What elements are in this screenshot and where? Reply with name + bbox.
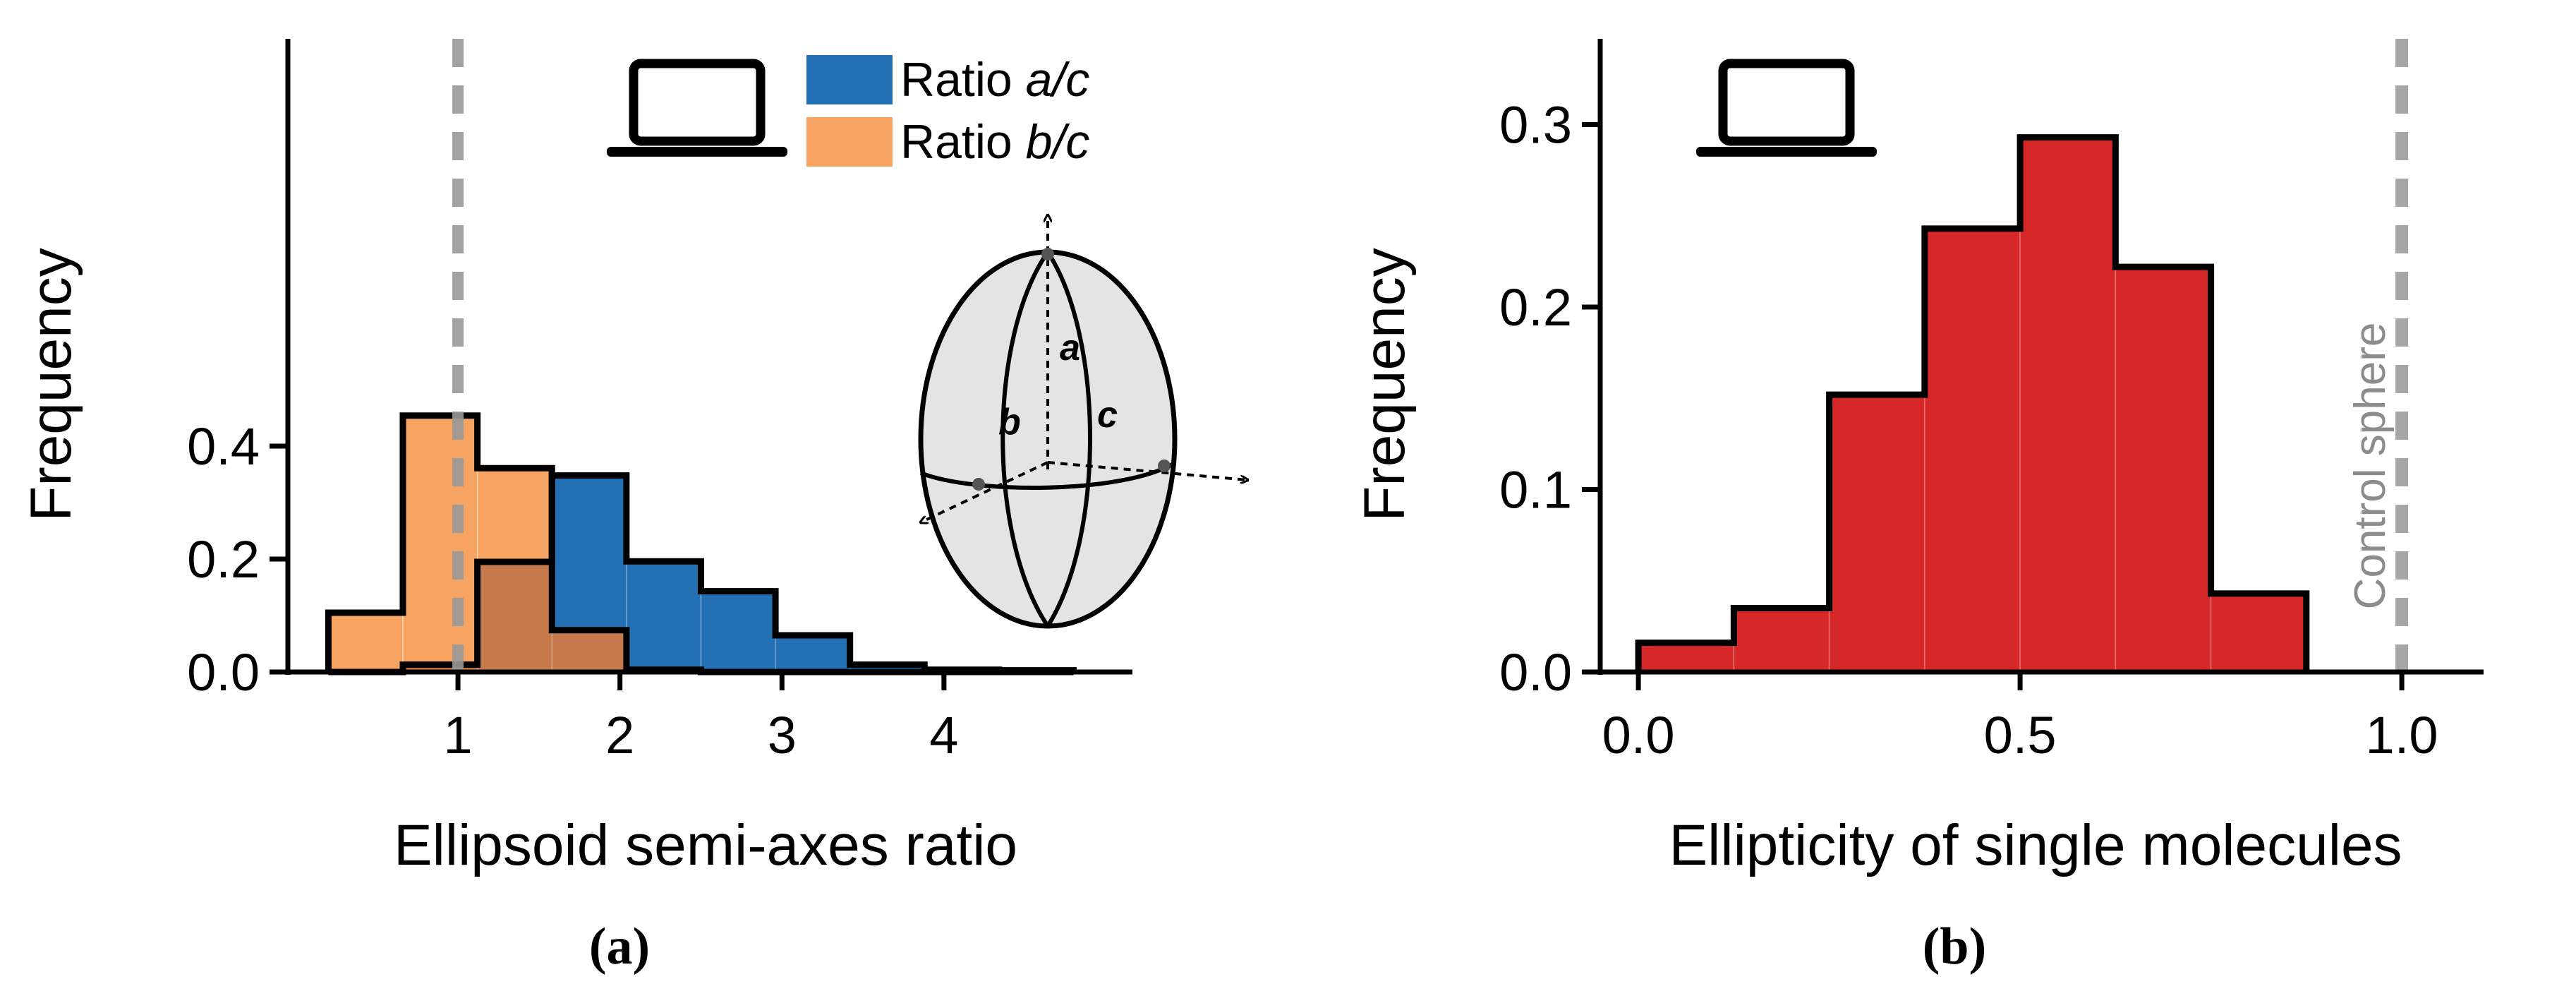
panel-a-axes: 0.0 0.2 0.4 1 2 3 4 [187,39,1132,764]
axis-label-b: b [998,402,1021,443]
panel-b-chart: 0.0 0.1 0.2 0.3 0.0 0.5 1.0 Frequency Elliptic… [1353,39,2484,976]
x-tick-label: 2 [605,706,634,764]
overlap-bar-3 [551,630,627,673]
panel-b-axes: 0.0 0.1 0.2 0.3 0.0 0.5 1.0 [1499,39,2484,764]
legend-swatch-b-c [806,117,893,167]
laptop-icon [1696,59,1877,157]
y-tick-label: 0.0 [187,643,260,702]
ellipsoid-diagram: a b c [921,215,1247,629]
ellipticity-bar-3 [1924,228,2021,673]
panel-b-label: (b) [1923,918,1986,976]
bc-bar-1 [402,415,478,673]
ellipticity-histogram [1635,134,2310,673]
y-tick-label: 0.4 [187,417,260,476]
axis-label-a: a [1060,328,1080,368]
laptop-icon [607,59,787,157]
legend-label-a-c: Ratio a/c [900,53,1089,107]
x-tick-label: 3 [768,706,797,764]
ellipticity-outline [1635,134,2310,672]
overlap-bar-2 [476,561,552,673]
legend: Ratio a/c Ratio b/c [806,53,1089,169]
panel-a-xlabel: Ellipsoid semi-axes ratio [394,813,1017,877]
y-tick-label: 0.3 [1499,96,1572,155]
panel-b-xlabel: Ellipticity of single molecules [1669,813,2402,877]
panel-b-ylabel: Frequency [1353,248,1417,521]
ac-bar-4 [626,560,702,673]
y-tick-label: 0.0 [1499,643,1572,702]
panel-a-label: (a) [589,918,650,976]
y-tick-label: 0.2 [187,530,260,589]
ellipticity-bar-1 [1733,607,1830,673]
panel-a-ylabel: Frequency [19,248,83,521]
ellipticity-bar-6 [2210,593,2307,673]
ac-bar-6 [775,635,851,673]
axis-label-c: c [1097,395,1118,436]
y-tick-label: 0.2 [1499,278,1572,337]
legend-label-b-c: Ratio b/c [900,115,1089,169]
ellipticity-bar-5 [2115,266,2212,673]
x-tick-label: 1.0 [2366,706,2438,764]
ellipticity-bar-0 [1638,642,1735,673]
x-tick-label: 4 [929,706,958,764]
x-tick-label: 0.5 [1984,706,2057,764]
ac-bar-5 [700,590,776,673]
bc-bar-0 [327,612,404,673]
x-tick-label: 0.0 [1602,706,1675,764]
ellipticity-bar-2 [1828,394,1925,673]
panel-a-chart: 0.0 0.2 0.4 1 2 3 4 Frequency Ellipsoid semi-a… [19,39,1247,976]
control-sphere-label: Control sphere [2346,323,2395,610]
y-tick-label: 0.1 [1499,461,1572,520]
x-tick-label: 1 [444,706,473,764]
ellipticity-bar-4 [2019,136,2117,673]
legend-swatch-a-c [806,55,893,104]
